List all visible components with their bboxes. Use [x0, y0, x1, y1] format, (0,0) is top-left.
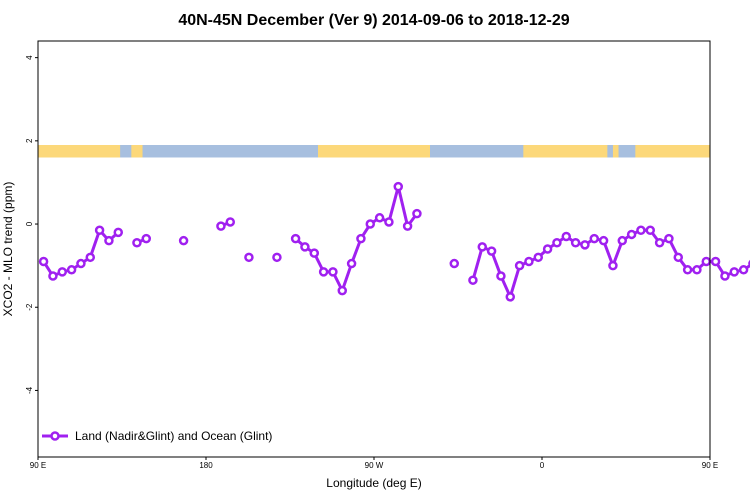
data-point — [290, 233, 301, 244]
legend: Land (Nadir&Glint) and Ocean (Glint) — [42, 429, 272, 443]
data-point — [412, 208, 422, 219]
data-point — [393, 181, 404, 192]
land-segment — [318, 145, 430, 158]
data-point — [664, 233, 674, 244]
data-point — [132, 238, 142, 248]
data-point — [104, 235, 114, 246]
data-point — [178, 235, 189, 246]
data-point — [496, 271, 506, 281]
data-point — [552, 238, 562, 248]
x-axis: 90 E 180 90 W 0 90 E — [30, 457, 718, 470]
data-point — [701, 256, 712, 267]
data-point — [561, 231, 572, 242]
data-point — [738, 265, 749, 275]
data-point — [514, 260, 525, 271]
data-point — [113, 227, 124, 238]
y-axis: 4 2 0 -2 -4 — [25, 55, 38, 394]
x-tick-label: 90 W — [365, 461, 384, 470]
land-segment — [523, 145, 608, 158]
x-axis-title: Longitude (deg E) — [326, 476, 421, 490]
data-point — [57, 267, 68, 277]
data-point — [66, 265, 77, 275]
data-point — [244, 252, 254, 263]
data-point — [542, 244, 553, 254]
x-tick-label: 0 — [540, 461, 545, 470]
land-segment — [612, 145, 619, 158]
data-point — [570, 238, 581, 248]
land-segment — [635, 145, 710, 158]
y-tick-label: -4 — [25, 386, 34, 394]
y-tick-label: 0 — [25, 221, 34, 226]
x-tick-label: 90 E — [30, 461, 46, 470]
data-point — [468, 275, 478, 285]
data-point — [505, 292, 516, 302]
legend-label: Land (Nadir&Glint) and Ocean (Glint) — [75, 429, 272, 443]
data-point — [617, 235, 628, 246]
data-point — [589, 233, 600, 244]
data-point — [580, 240, 590, 250]
chart-title: 40N-45N December (Ver 9) 2014-09-06 to 2… — [178, 12, 569, 29]
data-point — [141, 233, 152, 244]
data-point — [598, 235, 609, 246]
y-axis-title: XCO2 - MLO trend (ppm) — [1, 182, 15, 317]
data-point — [449, 258, 460, 269]
data-point — [477, 242, 488, 252]
data-point — [729, 267, 740, 277]
data-point — [692, 265, 702, 275]
data-point — [374, 213, 385, 223]
data-point — [225, 217, 236, 227]
data-point — [318, 267, 329, 277]
data-point — [654, 238, 665, 248]
data-point — [384, 217, 394, 227]
data-point — [720, 271, 730, 281]
data-point — [682, 265, 693, 275]
data-point — [365, 219, 376, 229]
data-point — [216, 221, 226, 231]
data-point — [85, 252, 96, 263]
legend-point-marker — [50, 431, 60, 441]
data-point — [673, 252, 684, 263]
data-point — [76, 258, 86, 269]
x-tick-label: 180 — [199, 461, 213, 470]
data-point — [486, 246, 497, 256]
data-point — [337, 285, 348, 296]
land-segment — [38, 145, 121, 158]
land-ocean-band — [38, 145, 710, 158]
data-point — [402, 221, 413, 231]
y-tick-label: 4 — [25, 55, 34, 60]
x-tick-label: 90 E — [702, 461, 718, 470]
data-point — [48, 271, 58, 281]
data-point — [710, 256, 721, 267]
data-point — [272, 252, 282, 263]
series-layer — [38, 181, 750, 302]
data-point — [524, 256, 534, 267]
data-point — [636, 225, 646, 236]
data-point — [645, 225, 656, 236]
data-point — [533, 252, 544, 263]
data-point — [626, 229, 637, 240]
data-point — [38, 256, 49, 267]
data-point — [94, 225, 105, 236]
data-point — [309, 248, 320, 258]
data-point — [608, 260, 618, 271]
data-point — [300, 242, 310, 252]
data-point — [328, 267, 338, 277]
data-point — [356, 233, 366, 244]
land-segment — [131, 145, 143, 158]
y-tick-label: -2 — [25, 303, 34, 311]
data-point — [346, 258, 357, 269]
y-tick-label: 2 — [25, 138, 34, 143]
